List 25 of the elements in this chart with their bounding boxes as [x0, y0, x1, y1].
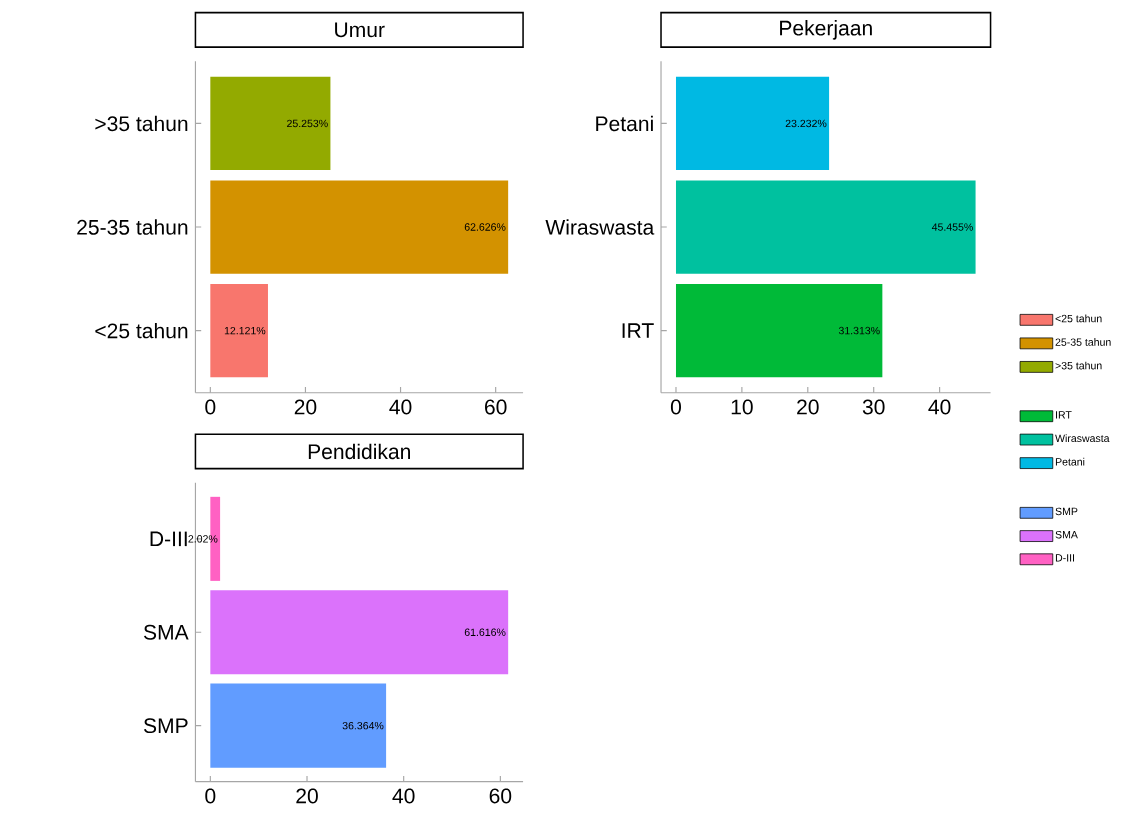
- y-tick-label: IRT: [622, 323, 654, 339]
- x-tick-label: 60: [489, 788, 512, 804]
- x-tick-label: 20: [797, 399, 819, 415]
- x-tick-label: 40: [392, 788, 415, 804]
- x-tick-label: 40: [389, 399, 412, 415]
- x-tick-label: 0: [670, 399, 681, 415]
- y-tick-label: 25-35 tahun: [77, 219, 188, 235]
- x-tick-label: 0: [205, 399, 216, 415]
- y-tick-label: SMP: [143, 718, 188, 734]
- x-tick-label: 20: [294, 399, 317, 415]
- chart-title: Umur: [335, 22, 385, 38]
- x-tick-label: 0: [205, 788, 216, 804]
- x-tick-label: 30: [862, 399, 885, 415]
- y-tick-label: SMA: [143, 625, 189, 640]
- y-tick-label: D-III: [150, 531, 187, 547]
- y-tick-label: Petani: [596, 115, 653, 132]
- x-tick-label: 60: [485, 399, 507, 415]
- y-tick-label: Wiraswasta: [545, 219, 655, 235]
- y-tick-label: <25 tahun: [95, 323, 188, 339]
- x-tick-label: 40: [928, 399, 951, 415]
- chart-title: Pendidikan: [308, 443, 410, 460]
- chart-title: Pekerjaan: [780, 20, 872, 40]
- x-tick-label: 10: [731, 399, 753, 415]
- x-tick-label: 20: [296, 788, 318, 804]
- y-tick-label: >35 tahun: [95, 115, 188, 132]
